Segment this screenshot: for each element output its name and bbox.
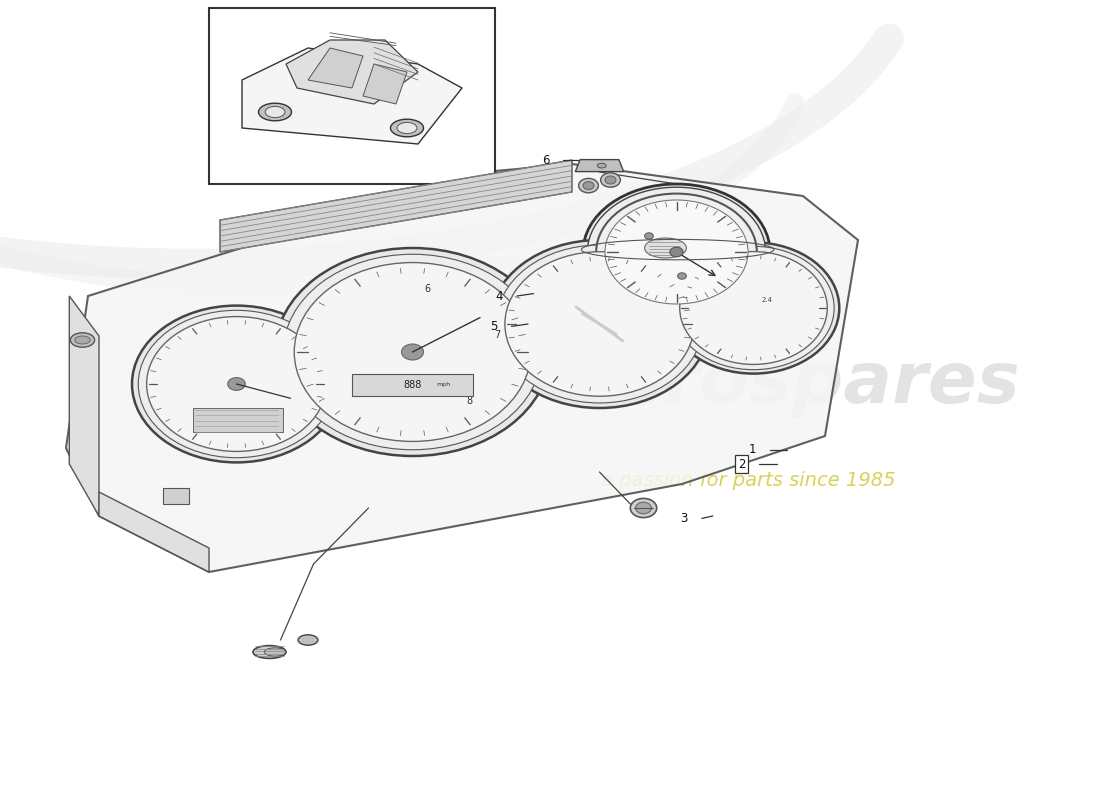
Polygon shape	[575, 160, 624, 171]
Text: 8: 8	[466, 396, 472, 406]
Bar	[192, 408, 283, 432]
Ellipse shape	[490, 240, 710, 408]
Ellipse shape	[264, 648, 286, 656]
Ellipse shape	[253, 646, 286, 658]
Ellipse shape	[70, 333, 95, 347]
Polygon shape	[286, 40, 418, 104]
Text: 5: 5	[491, 320, 497, 333]
Ellipse shape	[258, 103, 292, 121]
Ellipse shape	[601, 173, 620, 187]
Text: 6: 6	[425, 284, 431, 294]
Text: 2.4: 2.4	[761, 297, 772, 303]
Circle shape	[596, 194, 757, 310]
Circle shape	[645, 233, 653, 239]
Text: mph: mph	[437, 382, 450, 387]
Ellipse shape	[605, 176, 616, 184]
Polygon shape	[163, 488, 189, 504]
Ellipse shape	[680, 251, 827, 365]
Text: 3: 3	[681, 512, 688, 525]
Ellipse shape	[496, 245, 703, 403]
Ellipse shape	[132, 306, 341, 462]
Polygon shape	[99, 492, 209, 572]
Bar	[352, 374, 473, 396]
Circle shape	[636, 502, 651, 514]
Text: 7: 7	[494, 330, 501, 341]
Ellipse shape	[553, 313, 573, 322]
Bar	[209, 8, 495, 184]
Circle shape	[630, 498, 657, 518]
Circle shape	[587, 187, 766, 317]
Polygon shape	[572, 271, 644, 300]
Ellipse shape	[397, 122, 417, 134]
Circle shape	[583, 184, 770, 320]
Circle shape	[402, 344, 424, 360]
Ellipse shape	[75, 336, 90, 344]
Polygon shape	[69, 296, 99, 516]
Text: 888: 888	[404, 380, 421, 390]
Ellipse shape	[146, 317, 327, 451]
Text: 4: 4	[496, 290, 503, 302]
Polygon shape	[242, 48, 462, 144]
Circle shape	[605, 200, 748, 304]
Ellipse shape	[673, 246, 834, 370]
Text: 6: 6	[542, 154, 549, 166]
Text: eurospares: eurospares	[563, 350, 1021, 418]
Circle shape	[605, 289, 616, 297]
Polygon shape	[66, 164, 858, 572]
Ellipse shape	[583, 182, 594, 190]
Polygon shape	[363, 64, 407, 104]
Circle shape	[228, 378, 245, 390]
Ellipse shape	[581, 236, 779, 273]
Circle shape	[670, 247, 683, 257]
Ellipse shape	[139, 310, 334, 458]
Polygon shape	[308, 48, 363, 88]
Ellipse shape	[275, 248, 550, 456]
Text: a passion for parts since 1985: a passion for parts since 1985	[601, 470, 895, 490]
Text: 2: 2	[738, 458, 745, 470]
Ellipse shape	[505, 252, 694, 396]
Ellipse shape	[597, 163, 606, 168]
Circle shape	[678, 273, 686, 279]
Ellipse shape	[390, 119, 424, 137]
Ellipse shape	[284, 254, 541, 450]
Ellipse shape	[265, 106, 285, 118]
Ellipse shape	[645, 238, 686, 258]
Ellipse shape	[298, 635, 318, 645]
Ellipse shape	[295, 262, 530, 442]
Ellipse shape	[668, 242, 839, 374]
Ellipse shape	[579, 178, 598, 193]
Polygon shape	[220, 160, 572, 252]
Text: 1: 1	[749, 443, 756, 456]
Polygon shape	[157, 360, 184, 376]
